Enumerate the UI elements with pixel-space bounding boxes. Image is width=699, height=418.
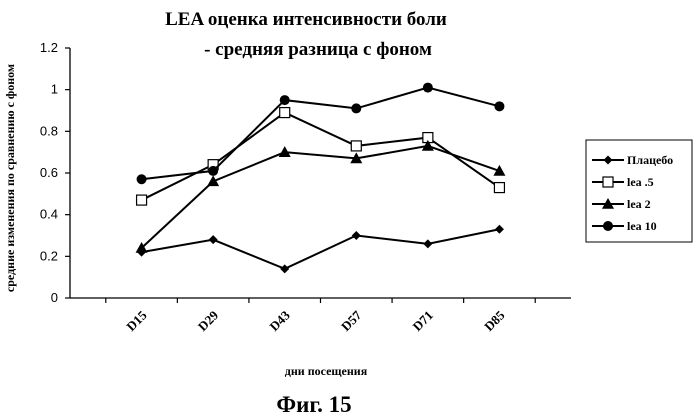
legend-label: lea 10: [627, 219, 657, 233]
series-line: [142, 229, 500, 269]
x-tick-label: D57: [338, 307, 365, 334]
x-ticks: D15 D29 D43 D57 D71 D85: [106, 298, 535, 334]
data-point: [137, 174, 147, 184]
data-point: [280, 95, 290, 105]
data-point: [352, 231, 361, 240]
legend-label: Плацебо: [627, 153, 673, 167]
x-tick-label: D43: [266, 307, 293, 334]
data-point: [494, 183, 504, 193]
data-point: [208, 166, 218, 176]
y-tick-label: 0.8: [40, 123, 58, 138]
series-3: [137, 83, 505, 185]
chart-title-line-2: - средняя разница с фоном: [204, 39, 432, 60]
legend: Плацебо lea .5 lea 2 lea 10: [586, 140, 692, 242]
y-tick-label: 1.2: [40, 40, 58, 55]
y-tick-label: 1: [51, 82, 58, 97]
series-1: [137, 108, 505, 205]
legend-label: lea 2: [627, 197, 651, 211]
x-axis-label: дни посещения: [285, 364, 368, 378]
y-ticks: 0 0.2 0.4 0.6 0.8 1 1.2: [40, 40, 70, 305]
series-line: [142, 146, 500, 248]
data-point: [137, 195, 147, 205]
data-point: [423, 83, 433, 93]
data-point: [207, 175, 219, 186]
y-tick-label: 0.2: [40, 248, 58, 263]
data-point: [494, 101, 504, 111]
series-0: [137, 225, 504, 274]
series-line: [142, 88, 500, 180]
legend-label: lea .5: [627, 175, 654, 189]
series-layer: [136, 83, 506, 274]
x-tick-label: D29: [195, 307, 222, 334]
x-tick-label: D15: [123, 307, 150, 334]
chart-title-line-1: LEA оценка интенсивности боли: [165, 9, 447, 30]
data-point: [209, 235, 218, 244]
data-point: [423, 239, 432, 248]
x-tick-label: D71: [410, 308, 436, 334]
y-axis-label: средние изменения по сравнению с фоном: [3, 64, 17, 292]
y-tick-label: 0.6: [40, 165, 58, 180]
data-point: [351, 103, 361, 113]
data-point: [280, 108, 290, 118]
legend-marker: [603, 177, 613, 187]
series-line: [142, 113, 500, 200]
y-tick-label: 0.4: [40, 207, 58, 222]
figure-caption: Фиг. 15: [276, 392, 351, 417]
data-point: [495, 225, 504, 234]
data-point: [351, 141, 361, 151]
x-tick-label: D85: [481, 307, 508, 334]
y-tick-label: 0: [51, 290, 58, 305]
data-point: [280, 264, 289, 273]
legend-marker: [603, 221, 613, 231]
series-2: [136, 140, 506, 253]
